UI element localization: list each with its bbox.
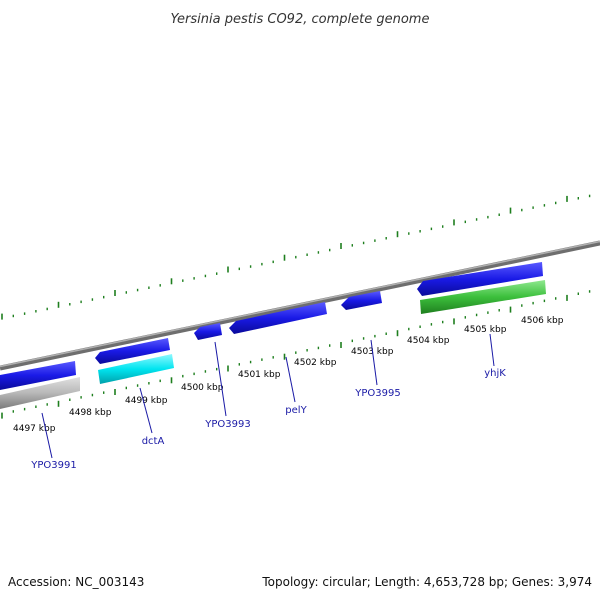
gene-arrow-pely[interactable] (229, 302, 327, 334)
leader-ypo3993 (214, 341, 227, 417)
scale-label: 4499 kbp (125, 396, 168, 406)
inner-tick-ring (1, 290, 591, 419)
scale-label: 4505 kbp (464, 325, 507, 335)
scale-label: 4497 kbp (13, 424, 56, 434)
gene-label-yhjk[interactable]: yhjK (484, 368, 506, 379)
scale-label: 4498 kbp (69, 408, 112, 418)
scale-labels: 4497 kbp 4498 kbp 4499 kbp 4500 kbp 4501… (13, 316, 564, 434)
gene-arrow-ypo3995[interactable] (341, 291, 382, 310)
gene-labels: YPO3991 dctA YPO3993 pelY YPO3995 yhjK (30, 368, 506, 471)
scale-label: 4506 kbp (521, 316, 564, 326)
leader-ypo3995 (370, 339, 378, 386)
gene-arrow-dcta-partner[interactable] (95, 338, 170, 364)
genome-backbone (0, 240, 600, 371)
gene-label-leaders (41, 333, 495, 459)
gene-arrow-green[interactable] (420, 280, 546, 314)
scale-label: 4500 kbp (181, 383, 224, 393)
leader-pely (285, 356, 296, 403)
genome-backbone-highlight (0, 240, 600, 368)
leader-dcta (139, 387, 153, 434)
gene-label-ypo3993[interactable]: YPO3993 (204, 419, 250, 430)
scale-label: 4501 kbp (238, 370, 281, 380)
scale-label: 4504 kbp (407, 336, 450, 346)
gene-features (0, 262, 546, 409)
gene-arrow-dcta[interactable] (98, 354, 174, 384)
outer-tick-ring (1, 194, 591, 320)
genome-summary-text: Topology: circular; Length: 4,653,728 bp… (261, 575, 592, 589)
map-title: Yersinia pestis CO92, complete genome (171, 12, 430, 27)
gene-arrow-ypo3993[interactable] (194, 323, 222, 340)
gene-arrow-ypo3991[interactable] (0, 361, 76, 390)
gene-label-pely[interactable]: pelY (285, 405, 307, 416)
gene-label-dcta[interactable]: dctA (142, 436, 165, 447)
leader-ypo3991 (41, 412, 53, 459)
gene-label-ypo3995[interactable]: YPO3995 (354, 388, 400, 399)
accession-text: Accession: NC_003143 (8, 575, 144, 589)
leader-yhjk (489, 333, 495, 367)
gene-label-ypo3991[interactable]: YPO3991 (30, 460, 76, 471)
gene-arrow-yhjk[interactable] (417, 262, 543, 296)
gene-arrow-grey[interactable] (0, 377, 80, 409)
scale-label: 4502 kbp (294, 358, 337, 368)
